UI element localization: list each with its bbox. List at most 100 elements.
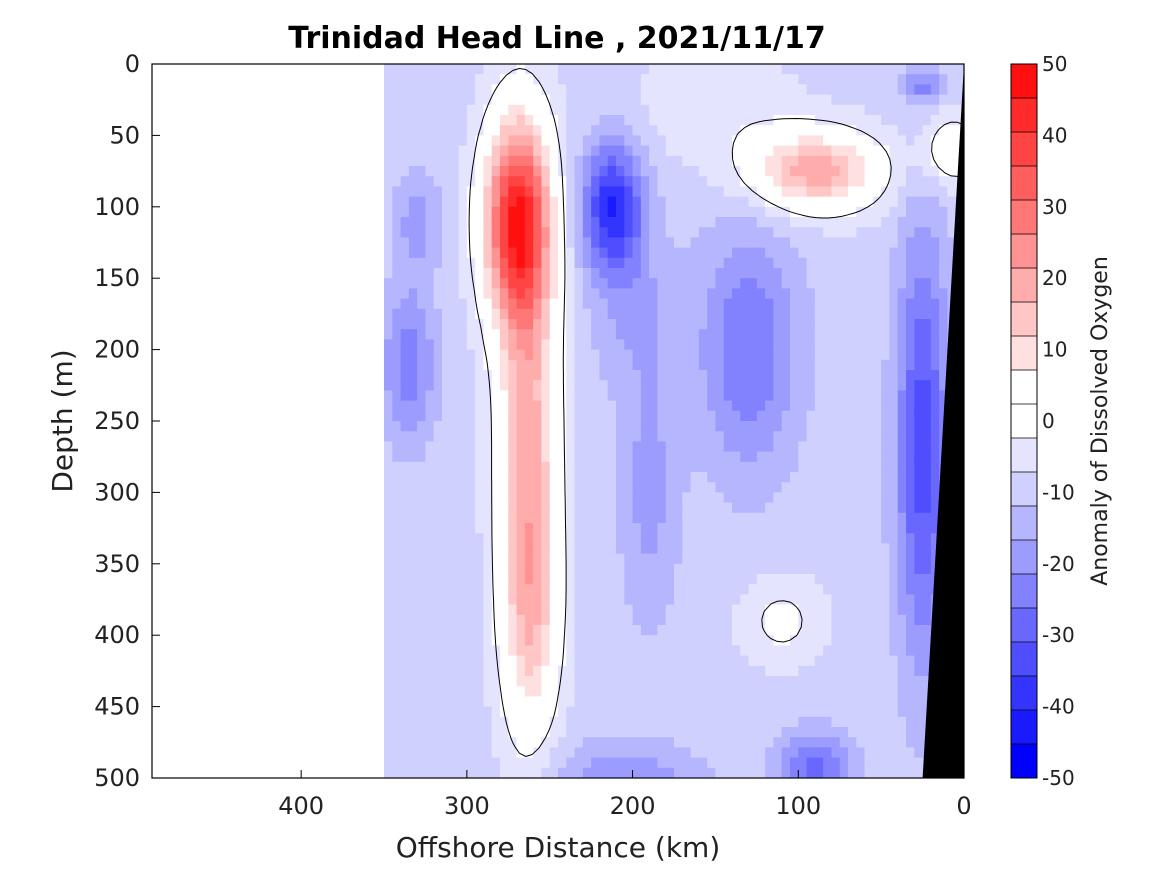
field-cell xyxy=(549,257,559,269)
field-cell xyxy=(707,278,717,289)
field-cell xyxy=(707,94,717,106)
field-cell xyxy=(889,665,899,677)
field-cell xyxy=(582,176,592,187)
field-cell xyxy=(417,349,427,361)
field-cell xyxy=(665,329,675,340)
field-cell xyxy=(524,706,534,718)
field-cell xyxy=(632,655,642,667)
field-cell xyxy=(524,614,534,626)
field-cell xyxy=(657,196,667,208)
field-cell xyxy=(566,349,576,361)
field-cell xyxy=(872,665,882,677)
field-cell xyxy=(781,502,791,514)
field-cell xyxy=(491,727,501,738)
field-cell xyxy=(765,594,775,606)
field-cell xyxy=(906,390,915,402)
field-cell xyxy=(881,584,891,595)
field-cell xyxy=(889,390,899,402)
field-cell xyxy=(408,563,418,575)
field-cell xyxy=(558,135,567,147)
field-cell xyxy=(632,390,642,402)
field-cell xyxy=(930,206,940,218)
field-cell xyxy=(781,421,791,432)
field-cell xyxy=(939,115,949,126)
field-cell xyxy=(881,767,891,778)
field-cell xyxy=(831,400,841,412)
field-cell xyxy=(922,370,932,381)
field-cell xyxy=(599,482,609,493)
field-cell xyxy=(466,757,476,769)
field-cell xyxy=(756,370,766,381)
field-cell xyxy=(740,451,750,463)
field-cell xyxy=(864,441,874,453)
field-cell xyxy=(922,288,932,300)
field-cell xyxy=(939,390,949,402)
field-cell xyxy=(798,665,808,677)
field-cell xyxy=(848,308,857,320)
field-cell xyxy=(524,268,534,279)
field-cell xyxy=(591,410,601,422)
field-cell xyxy=(657,410,667,422)
field-cell xyxy=(914,278,924,289)
field-cell xyxy=(881,186,891,198)
field-cell xyxy=(566,563,576,575)
field-cell xyxy=(814,584,824,595)
field-cell xyxy=(607,472,617,483)
field-cell xyxy=(856,716,866,728)
field-cell xyxy=(442,380,451,391)
field-cell xyxy=(765,472,775,483)
field-cell xyxy=(591,176,601,187)
field-cell xyxy=(790,104,799,116)
field-cell xyxy=(425,155,435,167)
field-cell xyxy=(549,155,559,167)
field-cell xyxy=(723,227,733,238)
field-cell xyxy=(500,614,509,626)
field-cell xyxy=(715,502,725,514)
field-cell xyxy=(930,390,940,402)
field-cell xyxy=(450,655,460,667)
field-cell xyxy=(475,257,485,269)
field-cell xyxy=(715,421,725,432)
field-cell xyxy=(781,574,791,585)
field-cell xyxy=(657,706,667,718)
field-cell xyxy=(723,176,733,187)
field-cell xyxy=(682,64,692,75)
field-cell xyxy=(674,665,683,677)
field-cell xyxy=(582,278,592,289)
field-cell xyxy=(798,727,808,738)
field-cell xyxy=(765,696,775,708)
field-cell xyxy=(806,727,816,738)
field-cell xyxy=(814,329,824,340)
field-cell xyxy=(392,370,402,381)
field-cell xyxy=(906,482,915,493)
field-cell xyxy=(930,298,940,310)
field-cell xyxy=(533,288,543,300)
field-cell xyxy=(582,329,592,340)
field-cell xyxy=(682,645,692,657)
field-cell xyxy=(798,176,808,187)
field-cell xyxy=(384,584,393,595)
field-cell xyxy=(665,370,675,381)
field-cell xyxy=(864,74,874,85)
field-cell xyxy=(657,278,667,289)
field-cell xyxy=(665,696,675,708)
field-cell xyxy=(442,115,451,126)
field-cell xyxy=(781,104,791,116)
field-cell xyxy=(814,686,824,697)
field-cell xyxy=(533,706,543,718)
field-cell xyxy=(806,645,816,657)
field-cell xyxy=(516,370,526,381)
field-cell xyxy=(839,125,849,136)
field-cell xyxy=(591,686,601,697)
field-cell xyxy=(897,614,907,626)
field-cell xyxy=(516,155,526,167)
field-cell xyxy=(417,635,427,646)
field-cell xyxy=(516,115,526,126)
field-cell xyxy=(649,227,659,238)
field-cell xyxy=(632,268,642,279)
field-cell xyxy=(458,604,468,616)
field-cell xyxy=(475,64,485,75)
field-cell xyxy=(657,645,667,657)
field-cell xyxy=(723,584,733,595)
field-cell xyxy=(599,349,609,361)
